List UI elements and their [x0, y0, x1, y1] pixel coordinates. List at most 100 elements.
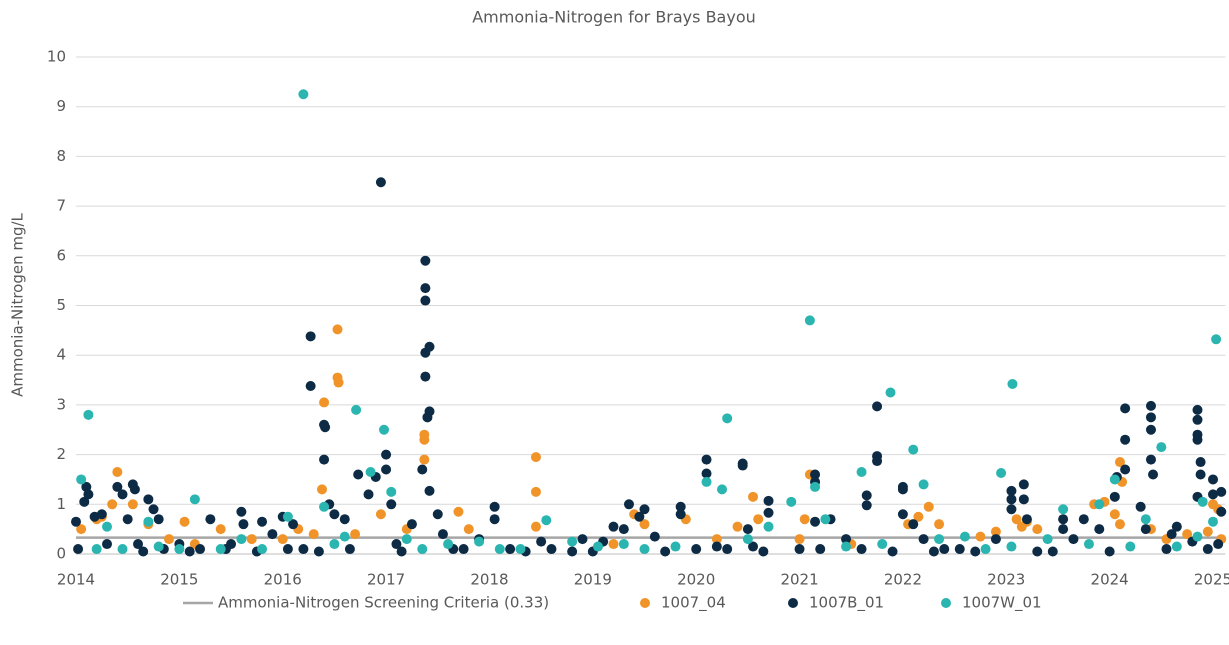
x-tick-label: 2021 [780, 571, 818, 589]
data-point [1211, 334, 1222, 345]
data-point [1006, 494, 1017, 505]
data-point [215, 524, 226, 535]
data-point [810, 481, 821, 492]
data-point [885, 387, 896, 398]
data-point [908, 444, 919, 455]
data-point [530, 486, 541, 497]
data-point [711, 541, 722, 552]
data-point [505, 544, 516, 555]
data-point [1182, 529, 1193, 540]
data-point [758, 546, 769, 557]
data-point [877, 539, 888, 550]
data-point [386, 486, 397, 497]
data-point [618, 524, 629, 535]
data-point [424, 485, 435, 496]
data-point [928, 546, 939, 557]
data-point [143, 494, 154, 505]
data-point [639, 544, 650, 555]
data-point [1195, 469, 1206, 480]
data-point [419, 454, 430, 465]
x-tick-label: 2014 [57, 571, 95, 589]
data-point [319, 454, 330, 465]
data-point [319, 397, 330, 408]
data-point [288, 519, 299, 530]
data-point [634, 511, 645, 522]
data-point [1197, 496, 1208, 507]
data-point [1047, 546, 1058, 557]
data-point [1156, 442, 1167, 453]
data-point [959, 531, 970, 542]
data-point [639, 504, 650, 515]
data-point [424, 341, 435, 352]
data-point [530, 452, 541, 463]
data-point [567, 546, 578, 557]
data-point [577, 534, 588, 545]
x-tick-label: 2022 [884, 571, 922, 589]
data-point [1140, 514, 1151, 525]
data-point [164, 534, 175, 545]
y-tick-label: 0 [56, 545, 66, 563]
data-point [996, 467, 1007, 478]
data-point [722, 413, 733, 424]
data-point [861, 490, 872, 501]
data-point [406, 519, 417, 530]
data-point [313, 546, 324, 557]
x-tick-label: 2025 [1194, 571, 1229, 589]
data-point [1120, 403, 1131, 414]
data-point [701, 476, 712, 487]
data-point [980, 544, 991, 555]
data-point [536, 536, 547, 547]
data-point [990, 534, 1001, 545]
data-point [567, 536, 578, 547]
legend-label: 1007_04 [661, 594, 726, 613]
data-point [282, 544, 293, 555]
data-point [1094, 524, 1105, 535]
data-point [1207, 489, 1218, 500]
data-point [1120, 464, 1131, 475]
data-point [954, 544, 965, 555]
data-point [1202, 526, 1213, 537]
data-point [717, 484, 728, 495]
data-point [623, 499, 634, 510]
data-point [375, 177, 386, 188]
legend-swatch [788, 598, 798, 608]
data-point [474, 536, 485, 547]
data-point [143, 516, 154, 527]
y-tick-label: 6 [56, 246, 66, 264]
data-point [918, 534, 929, 545]
data-point [420, 255, 431, 266]
data-point [422, 412, 433, 423]
data-point [79, 496, 90, 507]
data-point [1114, 457, 1125, 468]
data-point [1202, 544, 1213, 555]
data-point [1207, 474, 1218, 485]
data-point [515, 544, 526, 555]
data-point [691, 544, 702, 555]
data-point [138, 546, 149, 557]
data-point [339, 514, 350, 525]
data-point [918, 479, 929, 490]
data-point [73, 544, 84, 555]
data-point [1216, 506, 1227, 517]
data-point [365, 466, 376, 477]
data-point [189, 494, 200, 505]
y-tick-label: 8 [56, 147, 66, 165]
data-point [1032, 524, 1043, 535]
data-point [732, 521, 743, 532]
data-point [381, 449, 392, 460]
data-point [748, 491, 759, 502]
data-point [841, 541, 852, 552]
data-point [1161, 544, 1172, 555]
data-point [934, 519, 945, 530]
data-point [1114, 519, 1125, 530]
data-point [381, 464, 392, 475]
data-point [308, 529, 319, 540]
data-point [329, 539, 340, 550]
data-point [841, 534, 852, 545]
x-tick-label: 2020 [677, 571, 715, 589]
data-point [246, 534, 257, 545]
y-tick-label: 1 [56, 495, 66, 513]
data-point [1213, 539, 1224, 550]
data-point [1018, 494, 1029, 505]
data-point [1192, 434, 1203, 445]
